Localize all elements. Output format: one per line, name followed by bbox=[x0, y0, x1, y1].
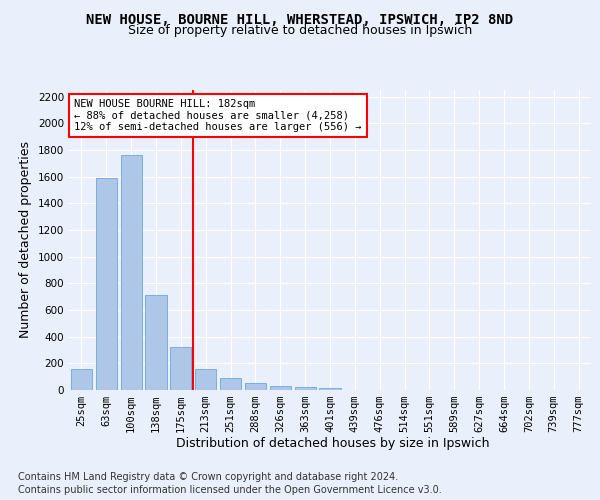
Text: NEW HOUSE BOURNE HILL: 182sqm
← 88% of detached houses are smaller (4,258)
12% o: NEW HOUSE BOURNE HILL: 182sqm ← 88% of d… bbox=[74, 99, 362, 132]
Text: Contains public sector information licensed under the Open Government Licence v3: Contains public sector information licen… bbox=[18, 485, 442, 495]
Bar bbox=[220, 378, 241, 390]
Bar bbox=[245, 383, 266, 390]
Text: Size of property relative to detached houses in Ipswich: Size of property relative to detached ho… bbox=[128, 24, 472, 37]
Text: Distribution of detached houses by size in Ipswich: Distribution of detached houses by size … bbox=[176, 438, 490, 450]
Text: Contains HM Land Registry data © Crown copyright and database right 2024.: Contains HM Land Registry data © Crown c… bbox=[18, 472, 398, 482]
Bar bbox=[195, 368, 216, 390]
Text: NEW HOUSE, BOURNE HILL, WHERSTEAD, IPSWICH, IP2 8ND: NEW HOUSE, BOURNE HILL, WHERSTEAD, IPSWI… bbox=[86, 12, 514, 26]
Y-axis label: Number of detached properties: Number of detached properties bbox=[19, 142, 32, 338]
Bar bbox=[121, 156, 142, 390]
Bar bbox=[71, 368, 92, 390]
Bar bbox=[170, 348, 191, 390]
Bar bbox=[145, 296, 167, 390]
Bar bbox=[96, 178, 117, 390]
Bar bbox=[295, 387, 316, 390]
Bar bbox=[319, 388, 341, 390]
Bar bbox=[270, 386, 291, 390]
